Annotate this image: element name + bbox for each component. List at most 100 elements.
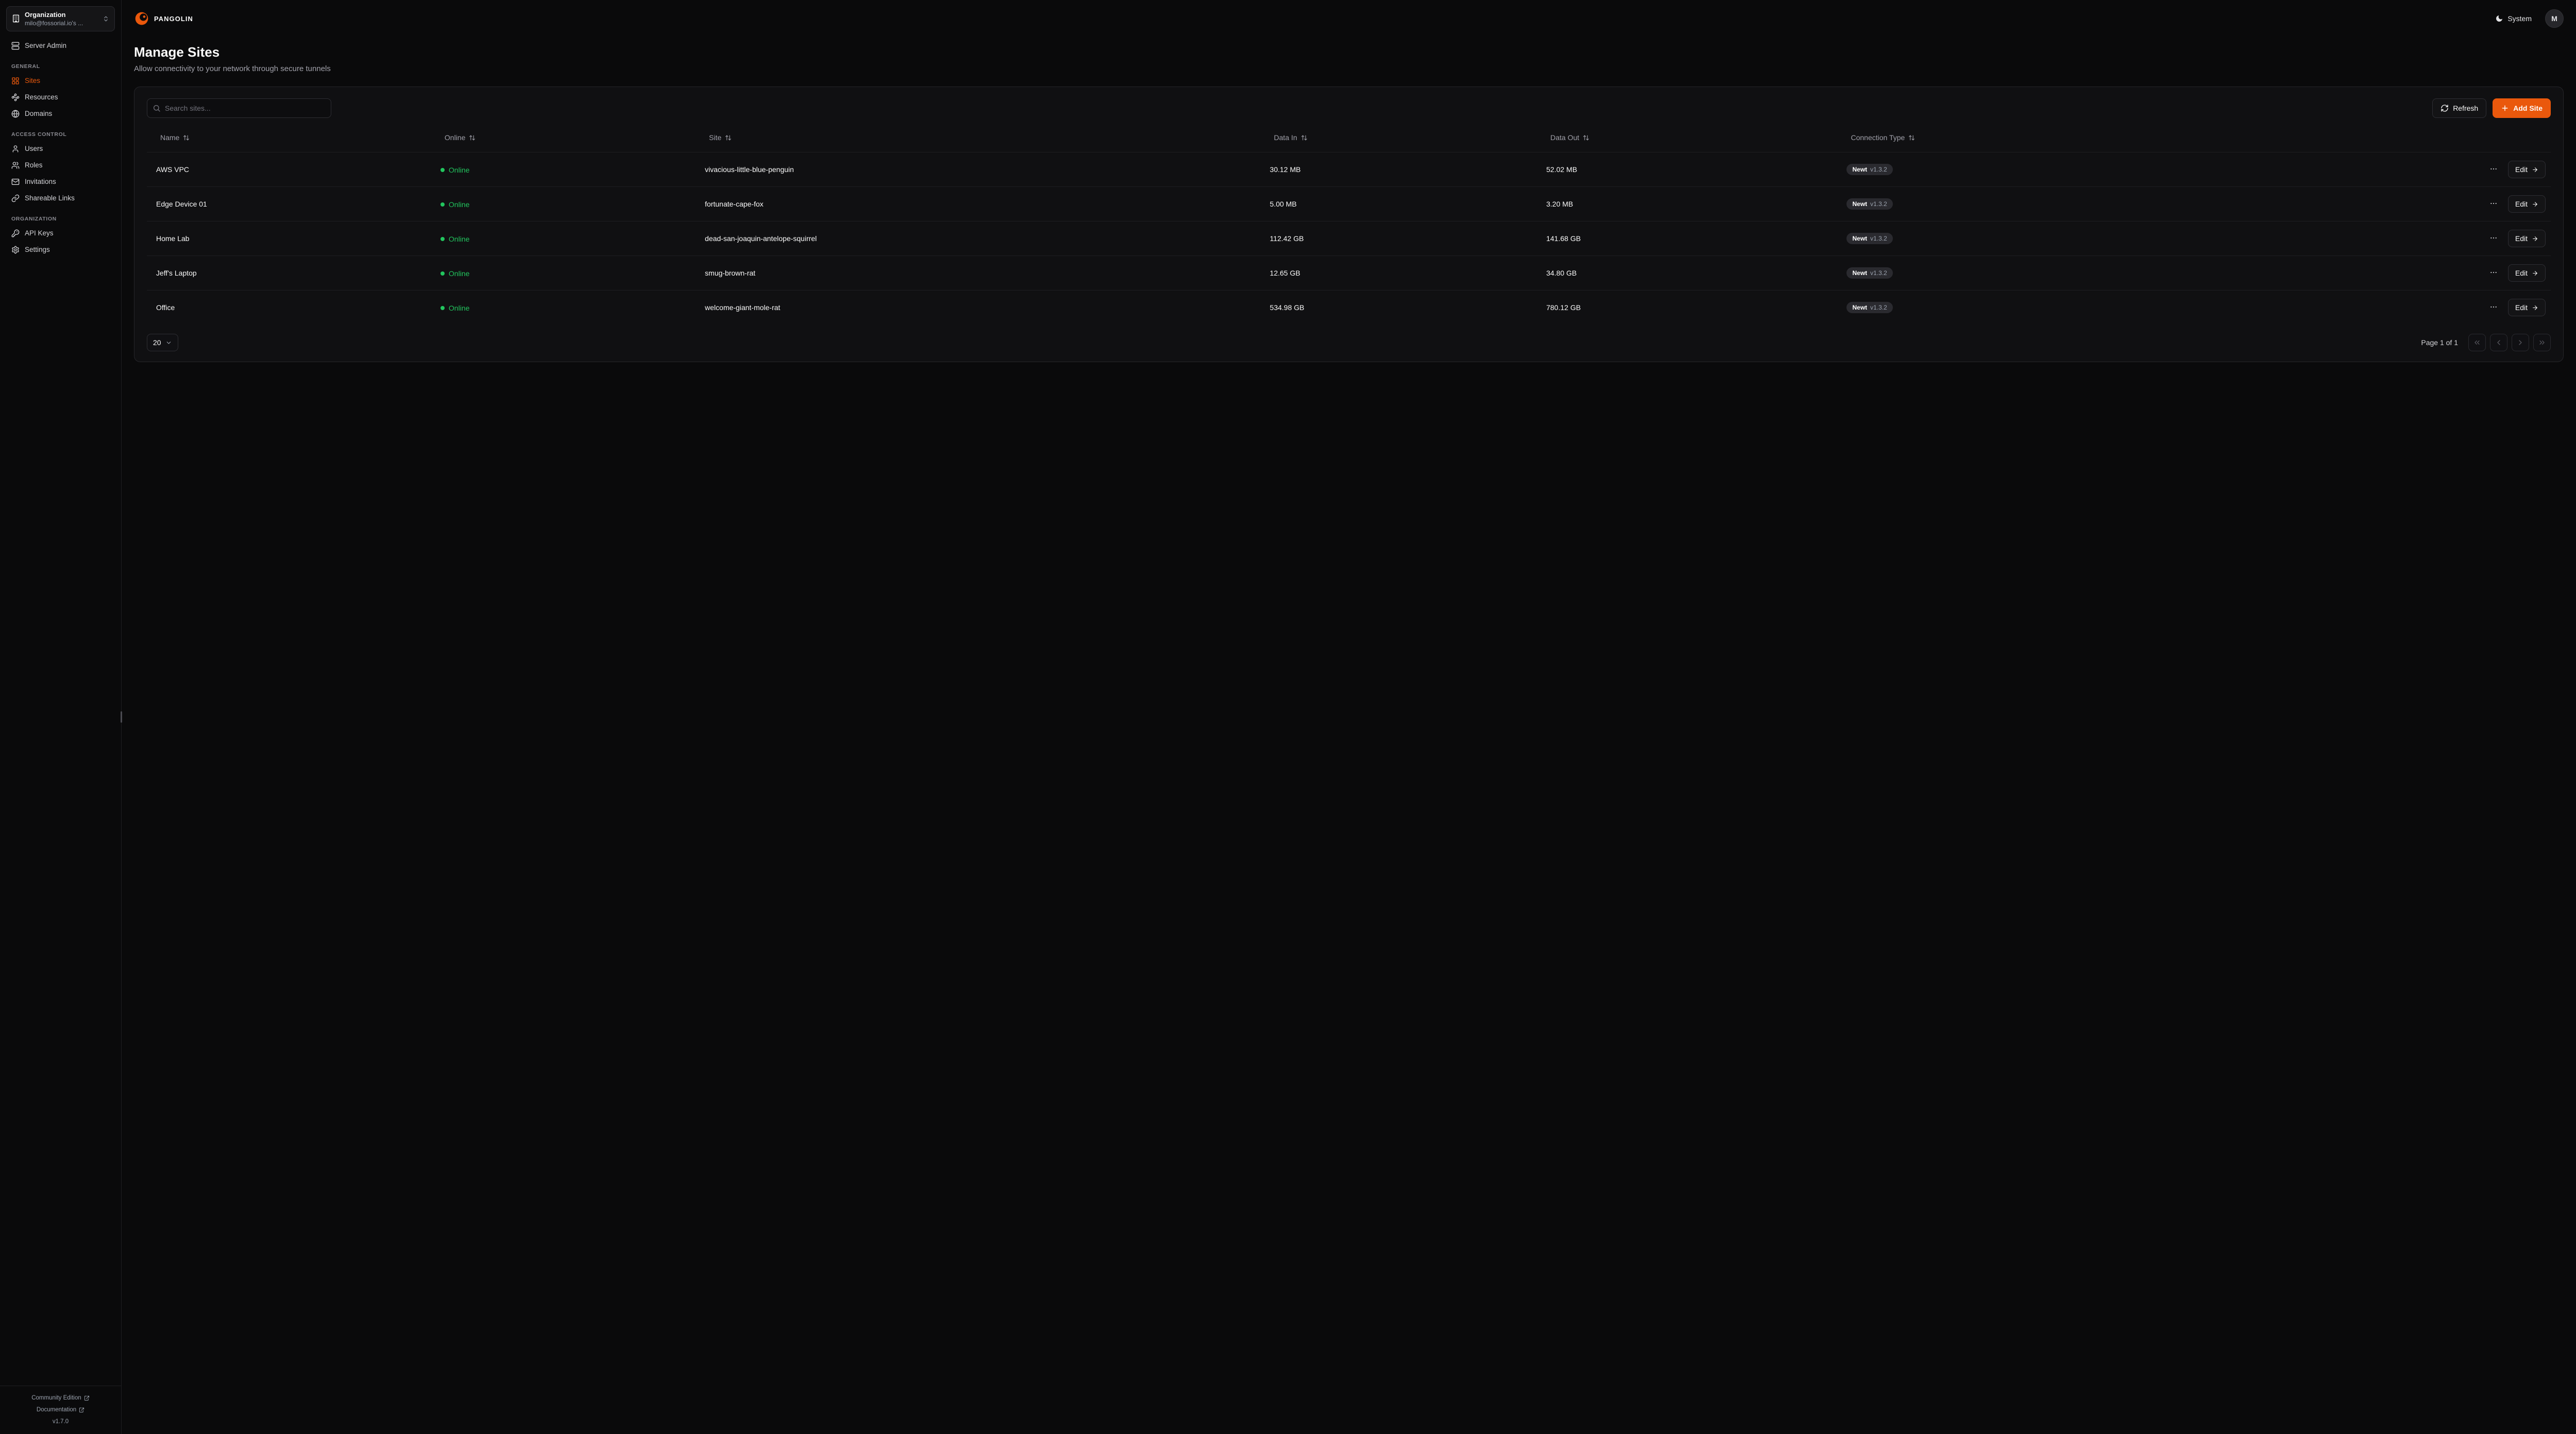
row-menu-button[interactable] (2486, 300, 2501, 316)
table-row: Edge Device 01 Online fortunate-cape-fox… (147, 186, 2551, 221)
user-icon (11, 145, 20, 153)
sidebar-item-server-admin[interactable]: Server Admin (6, 38, 115, 54)
community-edition-link[interactable]: Community Edition (31, 1392, 90, 1404)
edit-button[interactable]: Edit (2507, 299, 2546, 316)
sort-site-header[interactable]: Site (705, 130, 736, 145)
row-actions-cell: Edit (2238, 152, 2551, 187)
online-dot-icon (440, 271, 445, 276)
edit-label: Edit (2515, 165, 2528, 174)
connection-type-cell: Newt v1.3.2 (1841, 290, 2239, 325)
page-subtitle: Allow connectivity to your network throu… (134, 64, 331, 73)
search-input[interactable] (147, 98, 331, 118)
edit-label: Edit (2515, 269, 2528, 277)
sidebar-item-invitations[interactable]: Invitations (6, 174, 115, 190)
sort-icon (1908, 134, 1915, 141)
add-site-label: Add Site (2513, 104, 2543, 112)
sort-connection-type-header[interactable]: Connection Type (1846, 130, 1919, 145)
sidebar-resize-handle[interactable] (121, 711, 122, 723)
connection-name: Newt (1852, 200, 1868, 208)
server-icon (11, 42, 20, 50)
data-out-cell: 141.68 GB (1541, 221, 1842, 256)
sort-name-header[interactable]: Name (156, 130, 194, 145)
sidebar-item-resources[interactable]: Resources (6, 89, 115, 106)
sidebar-footer: Community Edition Documentation v1.7.0 (0, 1386, 121, 1434)
brand-name: PANGOLIN (154, 14, 193, 23)
sidebar-item-label: Sites (25, 77, 41, 85)
version-label: v1.7.0 (52, 1419, 69, 1425)
column-label: Site (709, 133, 722, 142)
sidebar-item-users[interactable]: Users (6, 141, 115, 157)
data-in-cell: 112.42 GB (1264, 221, 1541, 256)
section-label-organization: ORGANIZATION (11, 215, 57, 222)
sidebar-item-api-keys[interactable]: API Keys (6, 225, 115, 242)
connection-type-badge: Newt v1.3.2 (1846, 164, 1893, 175)
edit-label: Edit (2515, 234, 2528, 243)
sidebar-item-label: Domains (25, 110, 53, 118)
row-menu-button[interactable] (2486, 196, 2501, 212)
documentation-link[interactable]: Documentation (37, 1404, 84, 1416)
previous-page-button[interactable] (2490, 334, 2507, 351)
sort-online-header[interactable]: Online (440, 130, 480, 145)
sidebar-nav: Server Admin GENERAL Sites Resources Dom… (0, 38, 121, 258)
online-status-label: Online (448, 303, 470, 312)
online-status-label: Online (448, 165, 470, 174)
sort-data-out-header[interactable]: Data Out (1546, 130, 1594, 145)
sidebar-item-domains[interactable]: Domains (6, 106, 115, 122)
row-menu-button[interactable] (2486, 162, 2501, 178)
data-out-cell: 3.20 MB (1541, 186, 1842, 221)
chevron-down-icon (165, 339, 172, 346)
sidebar-item-label: Roles (25, 161, 43, 169)
connection-type-badge: Newt v1.3.2 (1846, 198, 1893, 210)
online-dot-icon (440, 167, 445, 172)
row-menu-button[interactable] (2486, 265, 2501, 281)
chevrons-right-icon (2538, 338, 2546, 347)
column-label: Connection Type (1851, 133, 1905, 142)
connection-name: Newt (1852, 166, 1868, 173)
column-label: Data Out (1550, 133, 1580, 142)
gear-icon (11, 246, 20, 254)
edit-button[interactable]: Edit (2507, 161, 2546, 178)
ellipsis-icon (2489, 165, 2498, 173)
data-out-cell: 52.02 MB (1541, 152, 1842, 187)
org-picker[interactable]: Organization milo@fossorial.io's ... (6, 6, 115, 31)
page-indicator: Page 1 of 1 (2421, 338, 2458, 347)
mail-icon (11, 178, 20, 186)
arrow-right-icon (2532, 235, 2538, 242)
sites-table: Name Online Site Data In (147, 125, 2551, 325)
edit-button[interactable]: Edit (2507, 195, 2546, 213)
sidebar-item-roles[interactable]: Roles (6, 157, 115, 174)
external-link-icon (79, 1407, 84, 1413)
site-name-cell: AWS VPC (147, 152, 435, 187)
connection-version: v1.3.2 (1870, 166, 1887, 173)
first-page-button[interactable] (2468, 334, 2486, 351)
search-icon (152, 104, 161, 112)
sidebar-item-settings[interactable]: Settings (6, 242, 115, 258)
pangolin-logo-icon (134, 11, 149, 26)
row-actions-cell: Edit (2238, 221, 2551, 256)
pagination: Page 1 of 1 (2421, 334, 2551, 351)
last-page-button[interactable] (2533, 334, 2551, 351)
edit-button[interactable]: Edit (2507, 230, 2546, 247)
sort-data-in-header[interactable]: Data In (1270, 130, 1312, 145)
ellipsis-icon (2489, 234, 2498, 242)
theme-toggle-button[interactable]: System (2491, 11, 2536, 26)
link-icon (11, 194, 20, 202)
sort-icon (1583, 134, 1589, 141)
sidebar-item-shareable-links[interactable]: Shareable Links (6, 190, 115, 207)
page-size-select[interactable]: 20 (147, 334, 178, 351)
edit-button[interactable]: Edit (2507, 264, 2546, 282)
user-avatar[interactable]: M (2545, 9, 2564, 28)
row-menu-button[interactable] (2486, 231, 2501, 247)
online-status-label: Online (448, 200, 470, 209)
page-size-value: 20 (153, 338, 161, 347)
sidebar-item-sites[interactable]: Sites (6, 73, 115, 89)
table-row: AWS VPC Online vivacious-little-blue-pen… (147, 152, 2551, 187)
refresh-button[interactable]: Refresh (2432, 98, 2487, 118)
connection-type-cell: Newt v1.3.2 (1841, 186, 2239, 221)
data-in-cell: 12.65 GB (1264, 255, 1541, 291)
brand[interactable]: PANGOLIN (134, 11, 193, 26)
next-page-button[interactable] (2512, 334, 2529, 351)
column-label: Name (160, 133, 180, 142)
building-icon (12, 14, 20, 23)
add-site-button[interactable]: Add Site (2493, 98, 2551, 118)
